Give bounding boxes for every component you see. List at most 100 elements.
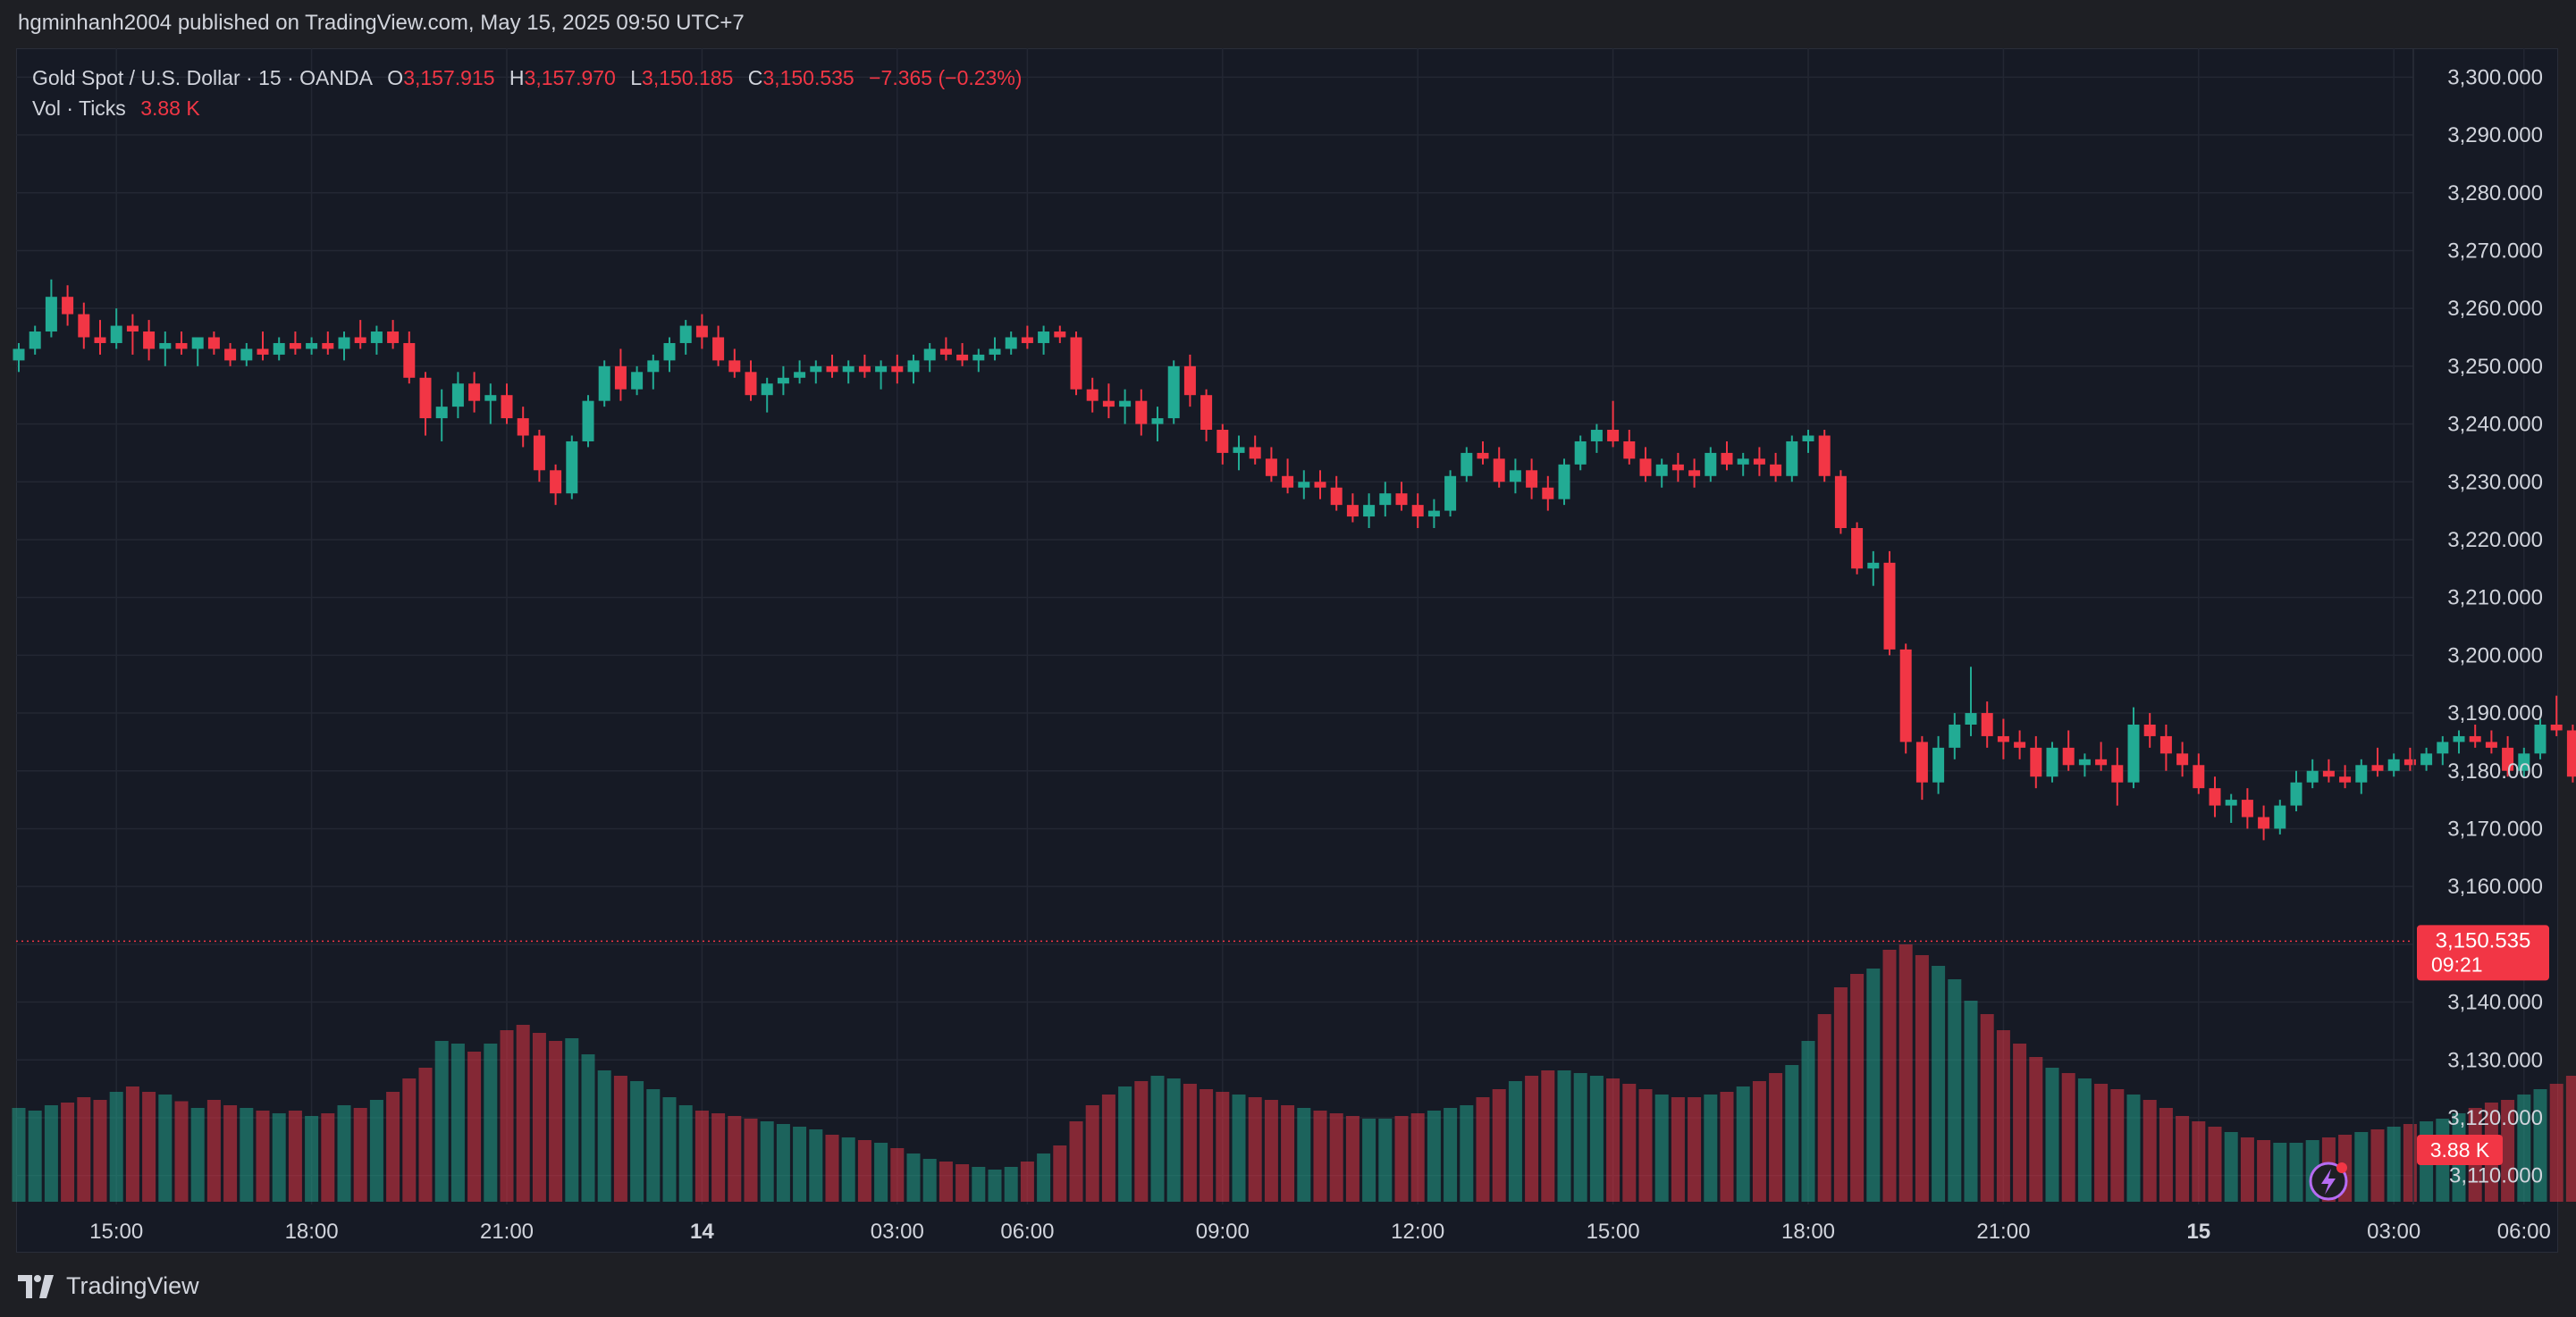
volume-bar [825,1135,839,1202]
open-label: O [387,66,404,89]
volume-bar [1492,1089,1506,1202]
candle-body [777,377,789,384]
volume-bar [467,1052,482,1202]
volume-tag [2417,1135,2503,1165]
volume-bar [386,1092,400,1202]
candle-body [419,377,432,419]
y-tick-label: 3,300.000 [2447,65,2543,89]
volume-bar [109,1092,123,1202]
volume-bar [581,1054,595,1202]
volume-bar [1932,966,1946,1202]
volume-bar [337,1105,351,1202]
candle-body [2127,724,2140,783]
candle-body [2355,765,2368,783]
candle-body [338,337,350,349]
volume-bar [972,1167,986,1202]
candle-body [891,365,904,373]
x-tick-label: 03:00 [871,1220,924,1244]
candle-body [159,342,172,349]
volume-bar [760,1121,774,1202]
volume-bar [2224,1132,2238,1202]
candle-body [1915,742,1928,783]
candle-body [435,407,448,419]
candle-body [1444,475,1457,511]
candle-body [2143,724,2156,736]
lightning-glyph [2321,1169,2336,1195]
candle-body [907,360,920,373]
candle-body [939,348,952,355]
candle-body [1899,649,1912,742]
volume-bar [1362,1119,1376,1202]
candle-body [45,297,57,332]
volume-bar [1037,1153,1051,1202]
candle-body [1705,452,1717,476]
y-tick-label: 3,140.000 [2447,991,2543,1015]
candle-body [1493,458,1505,482]
volume-bar [61,1103,75,1202]
volume-bar [1345,1116,1360,1202]
last-price-label: 3,150.535 [2436,928,2531,952]
volume-bar [2257,1140,2271,1202]
candle-body [1038,331,1050,343]
volume-label[interactable]: Vol · Ticks [32,96,126,120]
candle-body [1526,470,1538,488]
volume-bar [988,1170,1002,1202]
candle-body [2274,805,2286,829]
candle-body [2062,747,2075,766]
candle-body [533,435,545,471]
volume-bar [1410,1113,1425,1202]
volume-bar [1232,1095,1246,1202]
volume-bar [906,1153,921,1202]
volume-bar [1948,979,1962,1202]
candle-body [1574,440,1587,465]
volume-bar [1525,1076,1539,1202]
candle-body [403,342,416,378]
symbol-legend: Gold Spot / U.S. Dollar · 15 · OANDA O3,… [32,63,1022,123]
volume-bar [1150,1076,1165,1202]
candle-body [370,331,383,343]
candle-body [1461,452,1473,476]
candle-body [1395,493,1408,506]
tradingview-footer[interactable]: TradingView [18,1272,199,1300]
candle-body [1770,464,1782,476]
volume-bar [728,1116,742,1202]
x-tick-label: 09:00 [1196,1220,1250,1244]
x-tick-label: 21:00 [1976,1220,2030,1244]
candle-body [1314,482,1326,488]
candle-body [550,470,562,494]
volume-bar [744,1119,758,1202]
volume-bar [1101,1095,1115,1202]
volume-bar [2077,1078,2092,1202]
volume-bar [500,1030,514,1202]
volume-bar [597,1070,611,1202]
volume-bar [1736,1086,1750,1202]
volume-bar [2289,1143,2303,1202]
candle-body [1818,435,1831,476]
candle-body [289,342,301,349]
volume-bar [2387,1127,2401,1202]
volume-bar [1801,1041,1815,1202]
candle-body [826,365,838,373]
candle-body [322,342,334,349]
candle-body [810,365,822,373]
volume-bar [1589,1076,1604,1202]
volume-bar [1069,1121,1083,1202]
close-label: C [747,66,763,89]
symbol-name[interactable]: Gold Spot / U.S. Dollar · 15 · OANDA [32,66,373,89]
volume-bar [1704,1095,1718,1202]
volume-bar [1850,974,1865,1202]
volume-bar [256,1111,270,1202]
candle-body [1753,458,1765,465]
high-value: H3,157.970 [509,66,616,89]
volume-bar [450,1044,465,1202]
candle-body [517,418,529,436]
candle-body [566,440,578,494]
volume-bar [272,1113,286,1202]
volume-bar [2029,1057,2043,1202]
volume-bar [1329,1113,1343,1202]
lightning-alert-icon[interactable] [2309,1162,2348,1201]
volume-bar [2094,1084,2109,1202]
candle-body [1249,447,1261,459]
candle-body [2030,747,2042,777]
